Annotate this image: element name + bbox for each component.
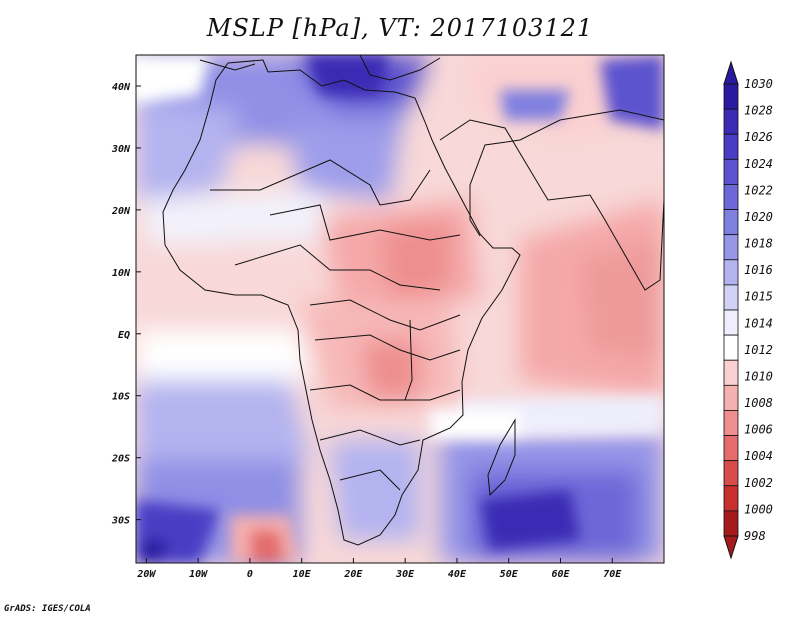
colorbar-label: 1030 [744, 77, 773, 91]
lat-tick-label: 30S [111, 516, 130, 527]
lon-tick-label: 0 [247, 569, 253, 580]
colorbar-swatch [723, 410, 739, 436]
colorbar-swatch [723, 158, 739, 185]
colorbar-swatch [723, 108, 739, 135]
colorbar-swatch [723, 334, 739, 361]
colorbar-label: 1020 [744, 210, 773, 224]
colorbar-label: 1002 [744, 476, 773, 490]
colorbar-bottom-arrow [723, 535, 739, 560]
lon-tick-label: 20E [343, 569, 363, 580]
colorbar-swatch [723, 184, 739, 210]
colorbar-label: 998 [744, 529, 766, 543]
colorbar: 1030 1028 1026 1024 1022 1020 1018 1016 1015 1014… [723, 60, 773, 560]
colorbar-label: 1026 [744, 130, 773, 144]
colorbar-label: 1008 [744, 396, 773, 410]
colorbar-swatch [723, 460, 739, 487]
colorbar-top-arrow [723, 60, 739, 85]
lon-tick-label: 30E [395, 569, 415, 580]
colorbar-label: 1015 [744, 290, 773, 304]
lat-tick-label: 20S [111, 454, 130, 465]
colorbar-label: 1012 [744, 343, 773, 357]
colorbar-swatch [723, 284, 739, 311]
colorbar-swatch [723, 209, 739, 236]
axis-ticks: 20W 10W 0 10E 20E 30E 40E 50E 60E 70E 40N 30N 20N 10N… [111, 82, 622, 580]
lat-tick-label: 20N [111, 206, 131, 217]
lon-tick-label: 20W [136, 569, 156, 580]
lat-tick-label: 10N [112, 268, 131, 279]
colorbar-label: 1014 [744, 316, 773, 330]
colorbar-swatch [723, 435, 739, 462]
colorbar-label: 1028 [744, 104, 773, 118]
colorbar-swatch [723, 234, 739, 261]
lon-tick-label: 10E [293, 569, 312, 580]
lon-tick-label: 50E [500, 569, 519, 580]
colorbar-label: 1018 [744, 237, 773, 251]
coastlines [162, 55, 664, 546]
lon-tick-label: 40E [448, 569, 467, 580]
colorbar-label: 1022 [744, 183, 773, 197]
colorbar-swatch [723, 359, 739, 386]
colorbar-swatch [723, 384, 739, 411]
pressure-field [136, 55, 664, 563]
colorbar-swatch [723, 309, 739, 336]
colorbar-swatch [723, 485, 739, 512]
colorbar-swatch [723, 510, 739, 537]
colorbar-swatch [723, 133, 739, 160]
colorbar-label: 1006 [744, 423, 773, 437]
colorbar-label: 1000 [744, 502, 773, 516]
lon-tick-label: 70E [603, 569, 622, 580]
lat-tick-label: 10S [112, 392, 130, 403]
grads-credit: GrADS: IGES/COLA [4, 604, 91, 614]
colorbar-label: 1004 [744, 449, 773, 463]
lon-tick-label: 60E [551, 569, 570, 580]
lon-tick-label: 10W [189, 569, 208, 580]
lat-tick-label: 30N [111, 144, 131, 155]
colorbar-swatch [723, 83, 739, 110]
map-frame [135, 54, 665, 564]
lat-tick-label: EQ [118, 330, 130, 341]
chart-title: MSLP [hPa], VT: 2017103121 [206, 14, 594, 42]
lat-tick-label: 40N [112, 82, 131, 93]
colorbar-label: 1016 [744, 263, 773, 277]
colorbar-swatch [723, 259, 739, 286]
colorbar-label: 1024 [744, 157, 773, 171]
colorbar-label: 1010 [744, 369, 773, 383]
